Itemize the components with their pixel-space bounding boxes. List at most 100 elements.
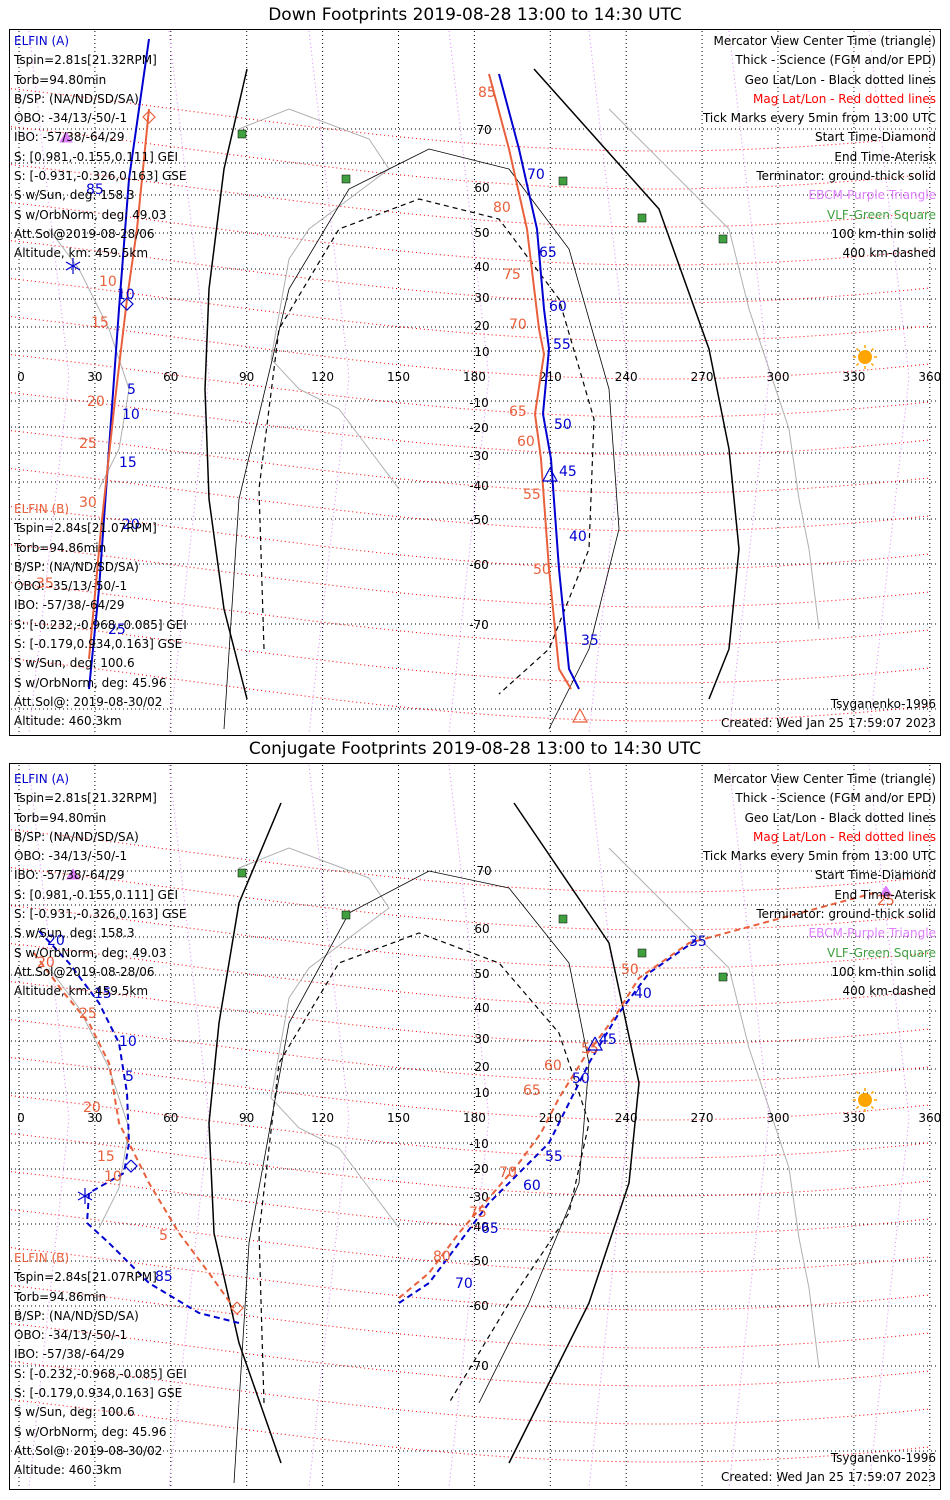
elfin-a-tick-label: 40	[634, 986, 652, 1002]
legend-ebcm: EBCM-Purple Triangle	[808, 188, 936, 203]
mag-meridian	[588, 764, 630, 1489]
elfin-a-tick-label: 20	[122, 517, 140, 533]
info-line: Altitude: 460.3km	[14, 1463, 122, 1478]
info-line: S w/Sun, deg: 100.6	[14, 656, 135, 671]
lat-label: -10	[469, 396, 489, 410]
elfin-b-tick-label: 25	[877, 893, 895, 909]
elfin-a-tick-label: 55	[545, 1149, 563, 1165]
map-frame	[9, 763, 941, 1490]
start-diamond-icon	[124, 1159, 138, 1173]
elfin-b-tick-label: 20	[37, 955, 55, 971]
sun-ray	[855, 1105, 860, 1110]
legend-start: Start Time-Diamond	[814, 130, 936, 145]
lat-label: 50	[474, 226, 489, 240]
info-line: S: [-0.232,-0.968,-0.085] GEI	[14, 617, 187, 632]
lat-label: 30	[474, 1032, 489, 1046]
terminator-curve	[508, 802, 640, 1464]
elfin-b-tick-label: 60	[544, 1058, 562, 1074]
info-line: Altitude, km: 459.5km	[14, 984, 149, 999]
info-line: S w/OrbNorm, deg: 49.03	[14, 207, 167, 222]
legend-terminator: Terminator: ground-thick solid	[756, 907, 936, 922]
ebcm-triangle-icon	[879, 885, 893, 897]
elfin-a-label: ELFIN (A)	[14, 34, 70, 48]
info-line: Torb=94.86min	[14, 1289, 107, 1304]
elfin-b-tick-label: 25	[79, 436, 97, 452]
horizon-100km	[233, 870, 590, 1484]
page-title: Conjugate Footprints 2019-08-28 13:00 to…	[248, 739, 702, 759]
info-line: OBO: -35/13/-50/-1	[14, 579, 128, 594]
elfin-b-tick-label: 65	[509, 404, 527, 420]
elfin-a-tick-label: 10	[122, 407, 140, 423]
legend-ticks: Tick Marks every 5min from 13:00 UTC	[702, 111, 936, 126]
elfin-a-tick-label: 40	[569, 529, 587, 545]
elfin-b-tick-label: 80	[493, 200, 511, 216]
lon-label: 240	[615, 1111, 638, 1125]
lon-label: 270	[691, 370, 714, 384]
legend-start: Start Time-Diamond	[814, 868, 936, 883]
sun-ray	[870, 362, 875, 367]
lat-label: 70	[476, 123, 491, 137]
created-label: Created: Wed Jan 25 17:59:07 2023	[721, 716, 936, 730]
elfin-b-tick-label: 60	[517, 434, 535, 450]
sun-icon	[858, 350, 872, 364]
horizon-400km	[258, 198, 595, 695]
sun-ray	[855, 1090, 860, 1095]
map-down: 0 30 60 90 120 150 180 210 240 270 300 330 360 70 60 50…	[9, 29, 941, 736]
info-line: S: [-0.179,0.934,0.163] GSE	[14, 637, 183, 652]
info-line: Torb=94.80min	[14, 810, 107, 825]
vlf-square-icon	[637, 948, 647, 958]
mag-parallel	[10, 1019, 932, 1083]
info-line: Tspin=2.84s[21.07RPM]	[14, 521, 157, 536]
info-line: OBO: -34/13/-50/-1	[14, 849, 128, 864]
lat-label: -30	[469, 449, 489, 463]
legend-mag: Mag Lat/Lon - Red dotted lines	[752, 91, 936, 106]
coastline	[608, 847, 820, 1369]
elfin-b-track	[488, 73, 572, 690]
elfin-a-tick-label: 65	[481, 1221, 499, 1237]
elfin-b-tick-label: 10	[104, 1169, 122, 1185]
lon-label: 30	[87, 370, 102, 384]
lon-label: 360	[918, 370, 941, 384]
elfin-b-track	[33, 952, 235, 1309]
sun-icon	[858, 1093, 872, 1107]
lat-label: -20	[469, 421, 489, 435]
mag-parallel	[10, 278, 932, 342]
elfin-a-tick-label: 5	[125, 1069, 134, 1085]
map-conjugate: 0 30 60 90 120 150 180 210 240 270 300 330 360 70 60 50…	[9, 763, 941, 1490]
info-line: Altitude: 460.3km	[14, 714, 122, 729]
lon-label: 240	[615, 370, 638, 384]
info-line: Torb=94.86min	[14, 540, 107, 555]
end-asterisk-icon	[65, 261, 81, 271]
lat-label: -50	[469, 1254, 489, 1268]
model-label: Tsyganenko-1996	[830, 697, 936, 711]
elfin-b-tick-label: 70	[509, 317, 527, 333]
elfin-a-tick-label: 55	[553, 337, 571, 353]
elfin-b-track	[88, 108, 150, 660]
lat-label: -60	[469, 558, 489, 572]
end-asterisk-icon	[77, 1191, 93, 1201]
info-line: IBO: -57/38/-64/29	[14, 130, 125, 145]
lat-label: -70	[469, 618, 489, 632]
elfin-b-tick-label: 15	[91, 315, 109, 331]
legend: Mercator View Center Time (triangle) Thi…	[703, 770, 936, 1002]
legend: Mercator View Center Time (triangle) Thi…	[703, 32, 936, 264]
elfin-b-tick-label: 50	[621, 962, 639, 978]
elfin-b-tick-label: 15	[97, 1149, 115, 1165]
start-diamond-icon	[120, 297, 134, 311]
elfin-b-tick-label: 35	[36, 576, 54, 592]
elfin-a-info: ELFIN (A) Tspin=2.81s[21.32RPM] Torb=94.…	[14, 32, 187, 264]
lon-label: 90	[239, 1111, 254, 1125]
elfin-a-tick-label: 45	[599, 1032, 617, 1048]
horizon-100km	[223, 148, 620, 730]
lon-label: 90	[239, 370, 254, 384]
lon-label: 210	[539, 1111, 562, 1125]
info-line: S w/OrbNorm, deg: 45.96	[14, 1424, 167, 1439]
elfin-a-tick-label: 35	[581, 633, 599, 649]
mag-meridian	[448, 30, 490, 735]
elfin-b-tick-label: 20	[87, 394, 105, 410]
info-line: Att.Sol@: 2019-08-30/02	[14, 694, 163, 709]
vlf-square-icon	[341, 910, 351, 920]
model-label: Tsyganenko-1996	[830, 1451, 936, 1465]
vlf-square-icon	[237, 868, 247, 878]
elfin-b-info: ELFIN (B) Tspin=2.84s[21.07RPM] Torb=94.…	[14, 500, 187, 732]
